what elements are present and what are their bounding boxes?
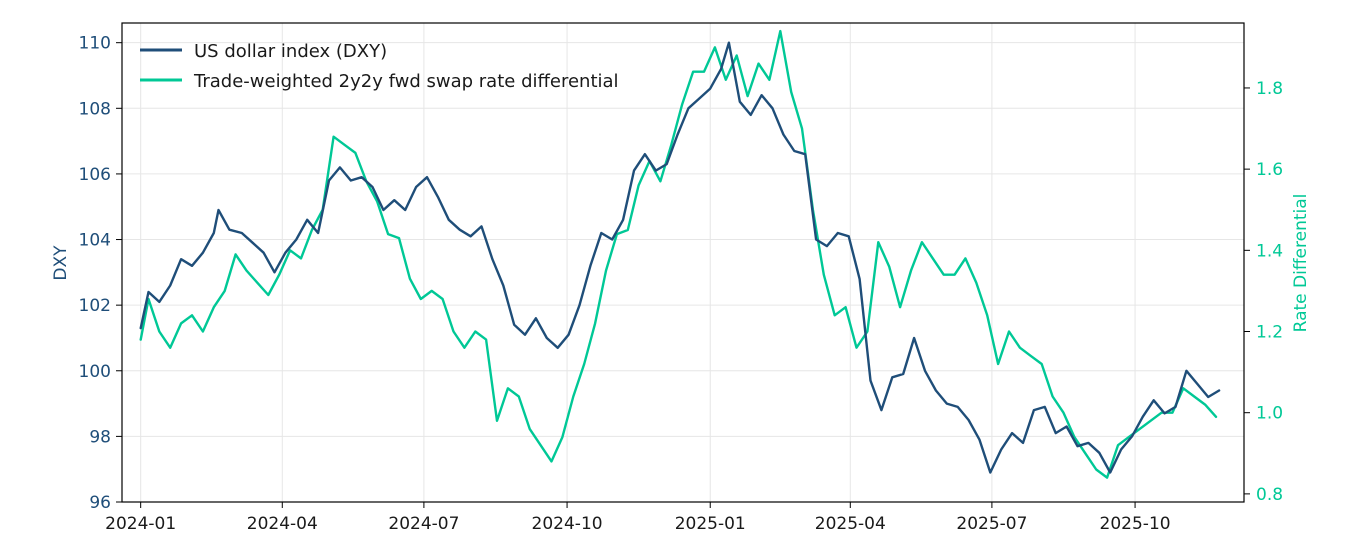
y-left-tick-label: 110 — [79, 34, 111, 54]
y-right-tick-label: 1.4 — [1256, 241, 1283, 261]
plot-frame — [121, 22, 1245, 503]
y-left-tick-label: 100 — [79, 362, 111, 382]
y-right-tick-label: 1.6 — [1256, 160, 1283, 180]
x-tick-label: 2025-04 — [815, 514, 886, 534]
series-layer — [139, 29, 1221, 479]
x-tick-label: 2024-04 — [247, 514, 318, 534]
y-left-tick-label: 96 — [89, 493, 111, 513]
series-line-dxy — [139, 41, 1221, 474]
y-axis-right-title: Rate Differential — [1291, 194, 1311, 333]
y-axis-left-title: DXY — [51, 245, 71, 281]
x-tick-label: 2024-07 — [388, 514, 459, 534]
y-right-tick-label: 0.8 — [1256, 485, 1283, 505]
y-left-tick-label: 104 — [79, 231, 111, 251]
x-tick-label: 2025-07 — [956, 514, 1027, 534]
x-axis: 2024-01 2024-04 2024-07 2024-10 2025-01 2025-… — [105, 502, 1171, 534]
series-line-rate-differential — [139, 29, 1218, 479]
x-tick-label: 2025-01 — [675, 514, 746, 534]
y-axis-left: 96 98 100 102 104 106 108 110 — [79, 34, 122, 513]
legend-label-rate-diff: Trade-weighted 2y2y fwd swap rate differ… — [193, 71, 619, 92]
y-right-tick-label: 1.8 — [1256, 79, 1283, 99]
x-tick-label: 2025-10 — [1100, 514, 1171, 534]
y-left-tick-label: 108 — [79, 99, 111, 119]
grid-lines — [122, 23, 1244, 503]
y-right-tick-label: 1.0 — [1256, 404, 1283, 424]
y-right-tick-label: 1.2 — [1256, 323, 1283, 343]
y-left-tick-label: 106 — [79, 165, 111, 185]
y-left-tick-label: 98 — [89, 427, 111, 447]
x-tick-label: 2024-10 — [532, 514, 603, 534]
legend: US dollar index (DXY) Trade-weighted 2y2… — [140, 41, 619, 92]
y-axis-right: 0.8 1.0 1.2 1.4 1.6 1.8 — [1244, 79, 1283, 505]
x-tick-label: 2024-01 — [105, 514, 176, 534]
y-left-tick-label: 102 — [79, 296, 111, 316]
legend-label-dxy: US dollar index (DXY) — [194, 41, 387, 62]
